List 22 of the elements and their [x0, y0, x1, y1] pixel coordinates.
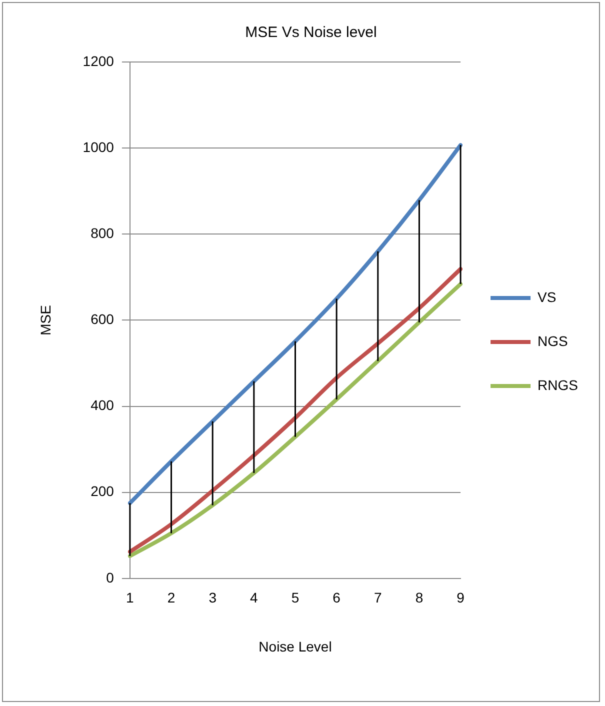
y-tick-label: 1200: [82, 52, 114, 69]
x-tick-label: 4: [250, 590, 258, 606]
y-tick-label: 400: [90, 397, 114, 414]
legend-label: VS: [538, 288, 556, 305]
x-tick-label: 5: [291, 590, 300, 606]
y-tick-label: 800: [90, 224, 114, 241]
y-tick-label: 0: [106, 569, 114, 586]
legend-label: RNGS: [538, 376, 578, 393]
x-tick-label: 9: [456, 590, 465, 606]
chart-title: MSE Vs Noise level: [245, 24, 377, 42]
y-tick-label: 600: [90, 311, 114, 328]
x-tick-label: 3: [208, 590, 217, 606]
x-axis-title: Noise Level: [258, 638, 332, 654]
y-axis-title: MSE: [37, 305, 54, 336]
y-tick-label: 200: [90, 483, 114, 500]
x-tick-label: 2: [167, 590, 176, 606]
y-tick-label: 1000: [82, 138, 114, 155]
x-tick-label: 6: [332, 590, 341, 606]
legend-label: NGS: [538, 332, 568, 349]
x-tick-label: 8: [415, 590, 424, 606]
x-tick-label: 7: [374, 590, 382, 606]
x-tick-label: 1: [126, 590, 134, 606]
